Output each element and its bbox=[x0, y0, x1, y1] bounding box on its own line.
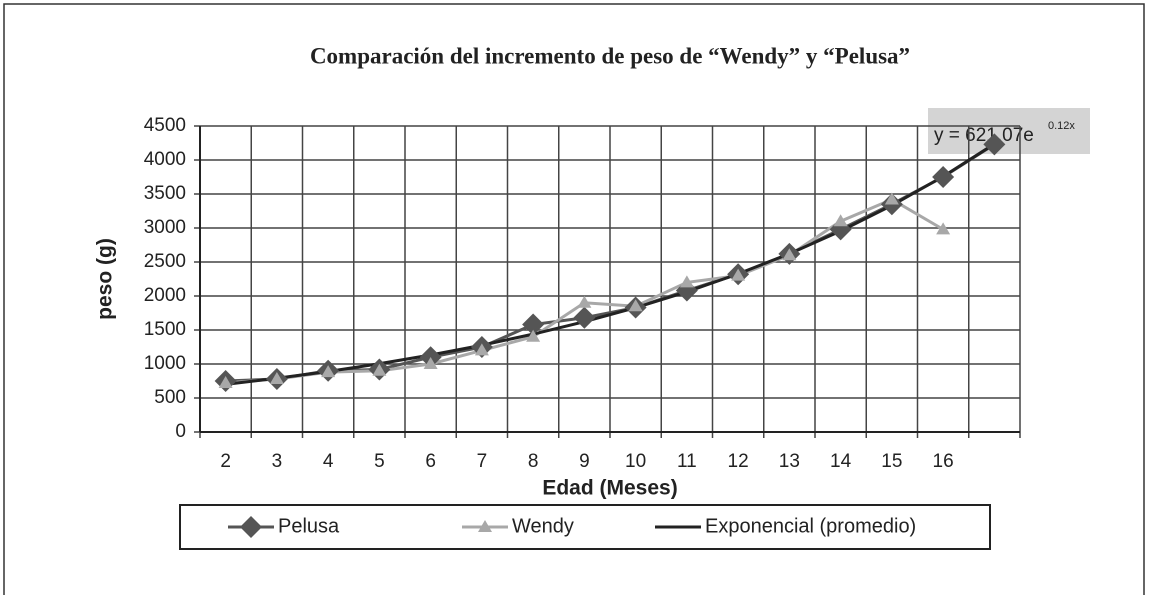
x-tick-label: 3 bbox=[272, 451, 283, 472]
y-tick-label: 4500 bbox=[144, 115, 186, 136]
data-point bbox=[269, 371, 284, 384]
data-point bbox=[983, 133, 1006, 156]
data-point bbox=[321, 365, 336, 378]
data-point bbox=[628, 299, 643, 312]
data-point bbox=[833, 214, 848, 227]
data-point bbox=[218, 376, 233, 389]
y-tick-label: 3500 bbox=[144, 183, 186, 204]
y-tick-label: 0 bbox=[175, 421, 186, 442]
data-point bbox=[782, 248, 797, 261]
legend-marker bbox=[478, 520, 492, 532]
legend-label: Wendy bbox=[512, 515, 574, 537]
x-tick-label: 4 bbox=[323, 451, 334, 472]
y-tick-label: 3000 bbox=[144, 217, 186, 238]
data-point bbox=[372, 363, 387, 376]
y-tick-label: 2000 bbox=[144, 285, 186, 306]
data-point bbox=[423, 357, 438, 369]
x-tick-label: 15 bbox=[881, 451, 902, 472]
y-tick-label: 2500 bbox=[144, 251, 186, 272]
data-point bbox=[884, 192, 899, 205]
x-tick-label: 13 bbox=[779, 451, 800, 472]
y-tick-label: 500 bbox=[154, 387, 186, 408]
legend-marker bbox=[240, 516, 262, 538]
x-tick-label: 7 bbox=[477, 451, 488, 472]
x-tick-label: 9 bbox=[579, 451, 590, 472]
data-point bbox=[526, 329, 541, 342]
data-point bbox=[474, 343, 489, 356]
legend bbox=[179, 504, 991, 550]
y-axis-label: peso (g) bbox=[94, 238, 117, 320]
x-tick-label: 5 bbox=[374, 451, 385, 472]
legend-label: Pelusa bbox=[278, 515, 340, 537]
x-tick-label: 12 bbox=[728, 451, 749, 472]
legend-label: Exponencial (promedio) bbox=[705, 515, 916, 537]
data-point bbox=[731, 268, 746, 281]
y-tick-label: 1500 bbox=[144, 319, 186, 340]
x-tick-label: 11 bbox=[677, 451, 697, 472]
x-tick-label: 14 bbox=[830, 451, 852, 472]
annotation-box bbox=[928, 108, 1090, 154]
data-point bbox=[522, 313, 545, 336]
data-point bbox=[932, 166, 955, 188]
x-tick-label: 10 bbox=[625, 451, 646, 472]
data-point bbox=[936, 222, 951, 235]
x-tick-label: 2 bbox=[220, 451, 231, 472]
series-line bbox=[225, 142, 996, 386]
y-tick-label: 4000 bbox=[144, 149, 186, 170]
x-tick-label: 6 bbox=[425, 451, 436, 472]
x-axis-label: Edad (Meses) bbox=[542, 477, 677, 500]
y-tick-label: 1000 bbox=[144, 353, 186, 374]
annotation: y = 621.07e bbox=[934, 125, 1034, 146]
data-point bbox=[577, 295, 592, 308]
annotation-superscript: 0.12x bbox=[1048, 120, 1075, 132]
x-tick-label: 8 bbox=[528, 451, 539, 472]
frame bbox=[3, 3, 1145, 595]
x-tick-label: 16 bbox=[933, 451, 954, 472]
data-point bbox=[573, 306, 596, 329]
data-point bbox=[679, 275, 694, 288]
chart-title: Comparación del incremento de peso de “W… bbox=[310, 43, 910, 68]
